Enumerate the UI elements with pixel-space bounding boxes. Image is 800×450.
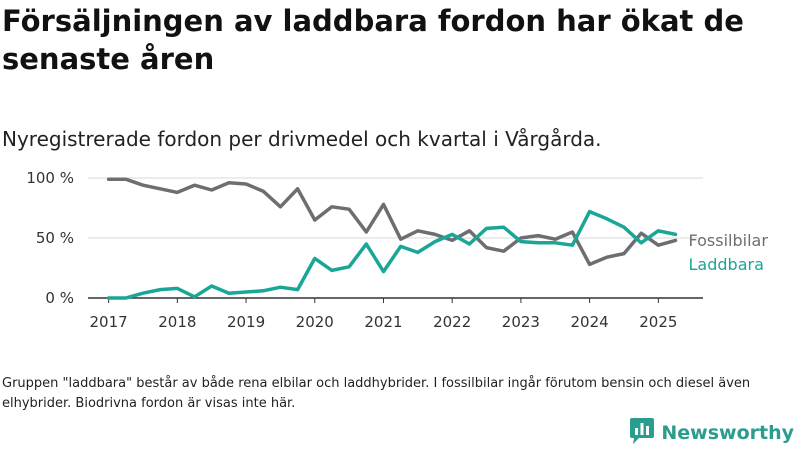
brand-name: Newsworthy [661,422,794,444]
footnote: Gruppen "laddbara" består av både rena e… [2,376,751,411]
series-lines [106,177,678,300]
x-tick-label: 2020 [296,313,334,331]
x-tick-label: 2021 [364,313,402,331]
bar-chart-icon [629,417,655,449]
chart-subtitle: Nyregistrerade fordon per drivmedel och … [2,127,602,151]
chart-title: Försäljningen av laddbara fordon har öka… [2,4,744,76]
y-tick-label: 100 % [26,169,74,187]
series-line-laddbara [106,209,678,300]
x-tick-label: 2022 [433,313,471,331]
gridlines [88,177,703,239]
x-tick-label: 2024 [571,313,609,331]
x-axis: 0 % 50 % 100 % 2017 2018 2019 2020 2021 2022 2023… [26,169,703,331]
x-tick-label: 2019 [227,313,265,331]
y-tick-label: 0 % [45,289,74,307]
brand-logo[interactable]: Newsworthy [629,418,794,448]
series-labels: Fossilbilar Laddbara [689,231,769,274]
x-tick-label: 2025 [639,313,677,331]
series-label-fossilbilar: Fossilbilar [689,231,769,250]
line-chart: 0 % 50 % 100 % 2017 2018 2019 2020 2021 2022 2023… [26,169,769,331]
series-label-laddbara: Laddbara [689,255,764,274]
x-tick-label: 2018 [158,313,196,331]
y-tick-label: 50 % [36,229,74,247]
x-tick-label: 2017 [90,313,128,331]
series-line-fossilbilar [106,177,678,267]
x-tick-label: 2023 [502,313,540,331]
